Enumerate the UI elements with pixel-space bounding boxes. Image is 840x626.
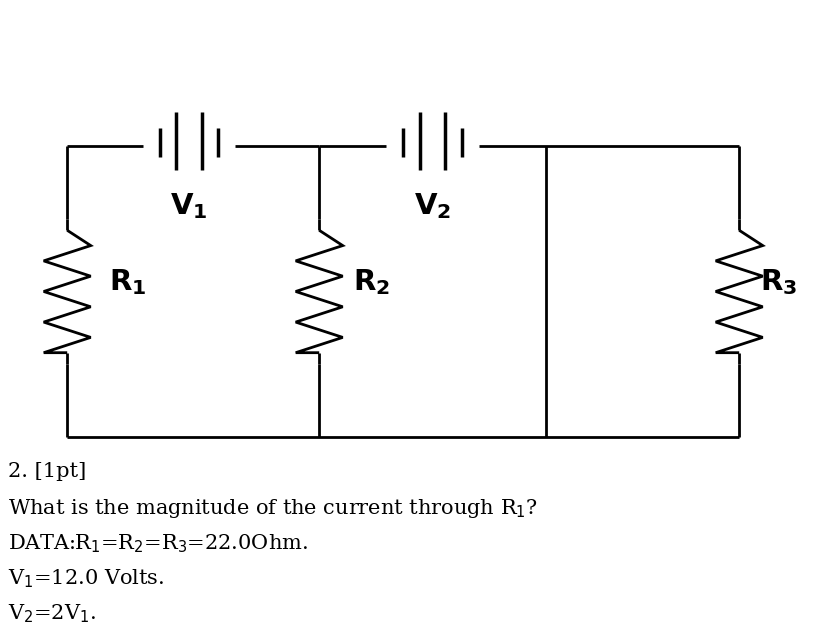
Text: V$_1$=12.0 Volts.: V$_1$=12.0 Volts. [8, 567, 165, 590]
Text: $\mathbf{V_2}$: $\mathbf{V_2}$ [414, 192, 451, 221]
Text: DATA:R$_1$=R$_2$=R$_3$=22.0Ohm.: DATA:R$_1$=R$_2$=R$_3$=22.0Ohm. [8, 532, 308, 555]
Text: $\mathbf{V_1}$: $\mathbf{V_1}$ [171, 192, 207, 221]
Text: $\mathbf{R_2}$: $\mathbf{R_2}$ [353, 267, 390, 297]
Text: $\mathbf{R_1}$: $\mathbf{R_1}$ [109, 267, 147, 297]
Text: What is the magnitude of the current through R$_1$?: What is the magnitude of the current thr… [8, 497, 538, 520]
Text: 2. [1pt]: 2. [1pt] [8, 461, 87, 481]
Text: V$_2$=2V$_1$.: V$_2$=2V$_1$. [8, 602, 97, 625]
Text: $\mathbf{R_3}$: $\mathbf{R_3}$ [760, 267, 797, 297]
